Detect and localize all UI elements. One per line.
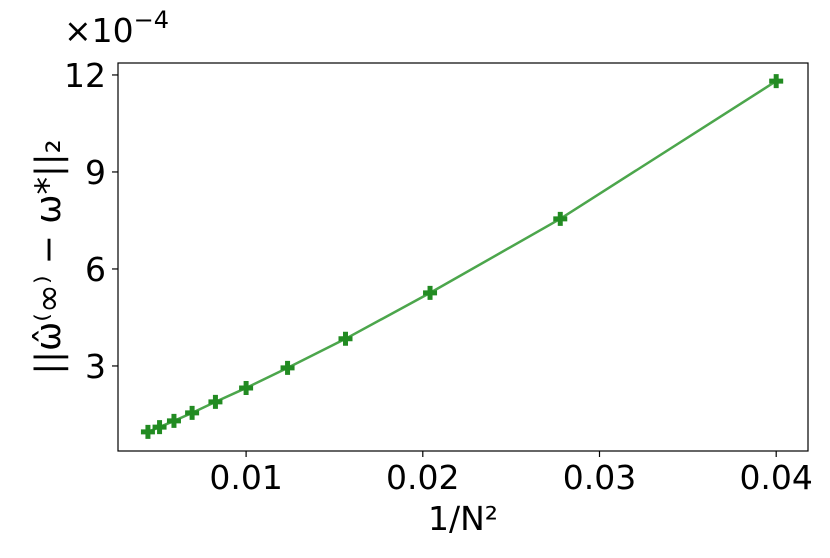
offset-exponent: −4 — [134, 6, 169, 34]
y-axis-label: ||ω̂⁽∞⁾ − ω*||₂ — [29, 139, 69, 374]
y-tick-label: 6 — [85, 250, 106, 289]
y-tick-label: 9 — [85, 153, 106, 192]
series-line — [147, 80, 777, 434]
x-tick-label: 0.02 — [386, 458, 459, 497]
x-axis-label: 1/N² — [428, 499, 498, 538]
y-offset-text: ×10−4 — [64, 6, 169, 50]
data-point — [423, 285, 438, 300]
data-point — [208, 394, 223, 409]
data-point — [239, 380, 254, 395]
data-point — [185, 405, 200, 420]
data-point — [166, 413, 181, 428]
data-point — [280, 360, 295, 375]
data-point — [769, 74, 784, 89]
y-tick-label: 12 — [64, 56, 106, 95]
offset-base: ×10 — [64, 11, 134, 50]
y-tick-label: 3 — [85, 347, 106, 386]
data-point — [152, 420, 167, 435]
x-tick-label: 0.03 — [563, 458, 636, 497]
x-tick-label: 0.04 — [739, 458, 812, 497]
data-point — [140, 424, 155, 439]
plot-frame — [117, 62, 809, 452]
x-tick-label: 0.01 — [209, 458, 282, 497]
data-point — [553, 211, 568, 226]
data-point — [338, 331, 353, 346]
